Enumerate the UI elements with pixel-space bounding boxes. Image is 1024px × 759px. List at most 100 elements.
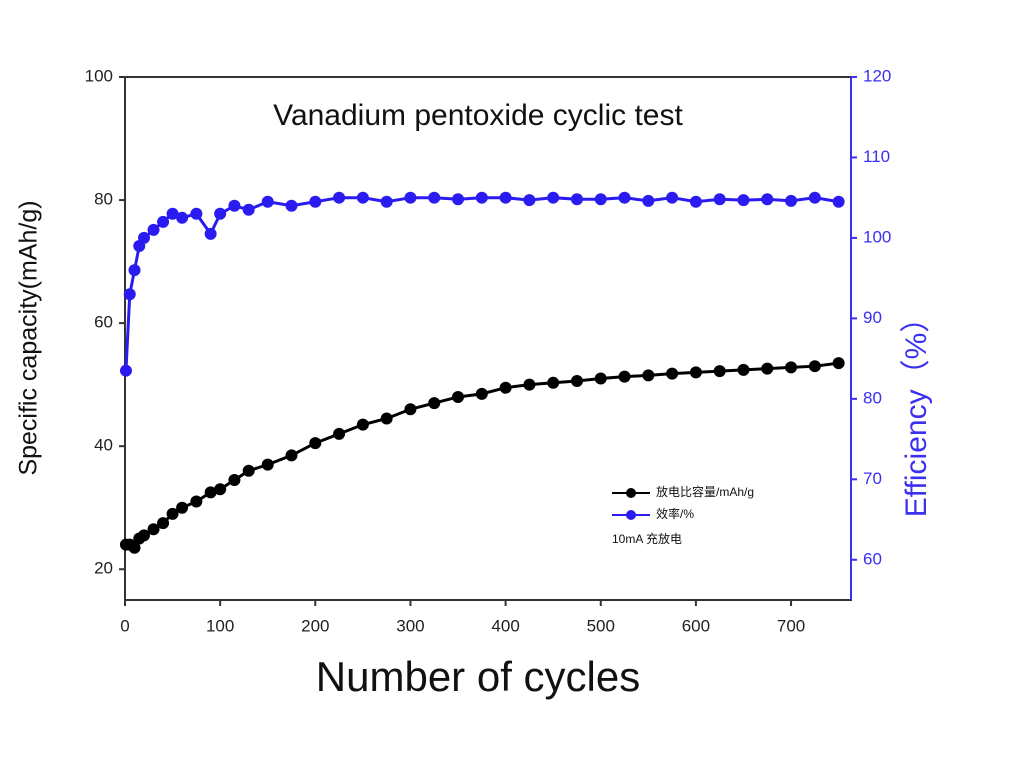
y2-tick-label: 110 (863, 147, 890, 166)
data-point (452, 193, 465, 206)
data-point (380, 195, 393, 208)
data-point (523, 194, 536, 207)
y2-tick-label: 80 (863, 388, 882, 407)
x-tick-label: 500 (587, 616, 615, 635)
data-point (689, 195, 702, 208)
y-tick-label: 60 (94, 313, 113, 332)
x-tick-label: 300 (396, 616, 424, 635)
data-point (190, 495, 203, 508)
data-point (138, 529, 151, 542)
data-point (547, 191, 560, 204)
data-point (176, 211, 189, 224)
data-point (214, 207, 227, 220)
y-axis-label: Specific capacity(mAh/g) (15, 200, 43, 475)
y2-tick-label: 90 (863, 308, 882, 327)
data-point (475, 191, 488, 204)
x-tick-label: 200 (301, 616, 329, 635)
data-point (380, 412, 393, 425)
data-point (119, 364, 132, 377)
y-tick-label: 100 (85, 66, 113, 85)
data-point (309, 437, 322, 450)
data-point (190, 207, 203, 220)
data-point (499, 381, 512, 394)
data-point (832, 357, 845, 370)
data-point (404, 191, 417, 204)
data-point (157, 215, 170, 228)
x-tick-label: 700 (777, 616, 805, 635)
y2-tick-label: 60 (863, 549, 882, 568)
y-tick-label: 20 (94, 559, 113, 578)
data-point (618, 191, 631, 204)
chart-title: Vanadium pentoxide cyclic test (273, 99, 683, 132)
data-point (138, 231, 151, 244)
data-point (832, 195, 845, 208)
y2-tick-label: 120 (863, 66, 891, 85)
data-point (499, 191, 512, 204)
data-point (428, 191, 441, 204)
data-point (594, 193, 607, 206)
data-point (761, 362, 774, 375)
data-point (356, 418, 369, 431)
legend-marker (626, 510, 636, 520)
data-point (204, 486, 217, 499)
data-point (594, 372, 607, 385)
data-point (176, 501, 189, 514)
data-point (228, 199, 241, 212)
data-point (523, 378, 536, 391)
data-point (309, 195, 322, 208)
y-tick-label: 80 (94, 190, 113, 209)
y2-tick-label: 70 (863, 469, 882, 488)
data-point (333, 427, 346, 440)
data-point (157, 517, 170, 530)
data-point (285, 449, 298, 462)
data-point (128, 264, 141, 277)
x-tick-label: 400 (491, 616, 519, 635)
legend-label: 效率/% (656, 506, 694, 521)
data-point (666, 367, 679, 380)
data-point (452, 390, 465, 403)
data-point (147, 223, 160, 236)
data-point (737, 363, 750, 376)
data-point (204, 227, 217, 240)
data-point (214, 483, 227, 496)
data-point (242, 203, 255, 216)
data-point (642, 369, 655, 382)
data-point (166, 207, 179, 220)
data-point (228, 474, 241, 487)
legend-label: 放电比容量/mAh/g (656, 484, 754, 499)
data-point (147, 523, 160, 536)
data-point (128, 541, 141, 554)
x-tick-label: 0 (120, 616, 129, 635)
plot-frame (124, 76, 852, 601)
data-point (428, 397, 441, 410)
legend-marker (626, 488, 636, 498)
y2-tick-label: 100 (863, 227, 891, 246)
data-point (123, 288, 136, 301)
data-point (761, 193, 774, 206)
legend-note: 10mA 充放电 (612, 531, 682, 546)
data-point (713, 365, 726, 378)
data-point (242, 464, 255, 477)
series-line (124, 196, 839, 371)
data-point (785, 194, 798, 207)
y-tick-label: 40 (94, 436, 113, 455)
data-point (808, 360, 821, 373)
data-point (570, 374, 583, 387)
data-point (713, 193, 726, 206)
data-point (404, 403, 417, 416)
data-point (570, 193, 583, 206)
data-point (166, 507, 179, 520)
data-point (737, 194, 750, 207)
data-point (689, 366, 702, 379)
data-point (547, 376, 560, 389)
data-point (808, 191, 821, 204)
data-point (475, 387, 488, 400)
data-point (785, 361, 798, 374)
data-point (261, 458, 274, 471)
data-point (356, 191, 369, 204)
x-axis-label: Number of cycles (316, 653, 640, 700)
y2-axis-label: Efficiency（%） (900, 303, 933, 518)
x-tick-label: 100 (206, 616, 234, 635)
data-point (666, 191, 679, 204)
